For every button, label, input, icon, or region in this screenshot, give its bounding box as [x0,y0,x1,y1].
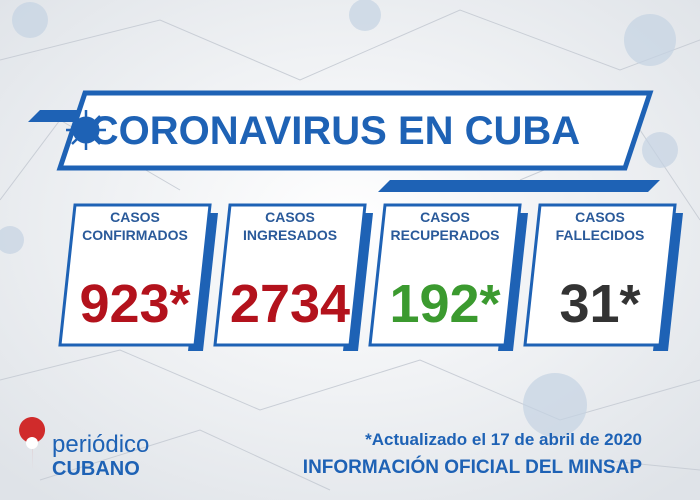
card-value: 2734 [230,274,350,334]
card-label: CASOS [420,209,470,225]
title: CORONAVIRUS EN CUBA [90,109,580,153]
card [368,203,522,347]
brand-name: periódico [52,431,149,458]
card-value: 31* [559,274,640,334]
source: INFORMACIÓN OFICIAL DEL MINSAP [303,456,643,478]
card-label: INGRESADOS [243,227,337,243]
card-value: 923* [79,274,190,334]
card-label: CASOS [110,209,160,225]
card-label: CASOS [265,209,315,225]
card [523,203,677,347]
card-label: CASOS [575,209,625,225]
virus-decor [0,0,678,437]
card [213,203,367,347]
update-note: *Actualizado el 17 de abril de 2020 [365,430,642,449]
card-label: RECUPERADOS [391,227,500,243]
brand-name: CUBANO [52,458,140,480]
virus-icon [66,110,106,150]
card-label: CONFIRMADOS [82,227,188,243]
card [58,203,212,347]
brand-logo: periódico CUBANO [19,417,149,480]
card-value: 192* [389,274,500,334]
banner-stripe [378,180,660,192]
title-banner [56,90,654,171]
card-label: FALLECIDOS [556,227,645,243]
